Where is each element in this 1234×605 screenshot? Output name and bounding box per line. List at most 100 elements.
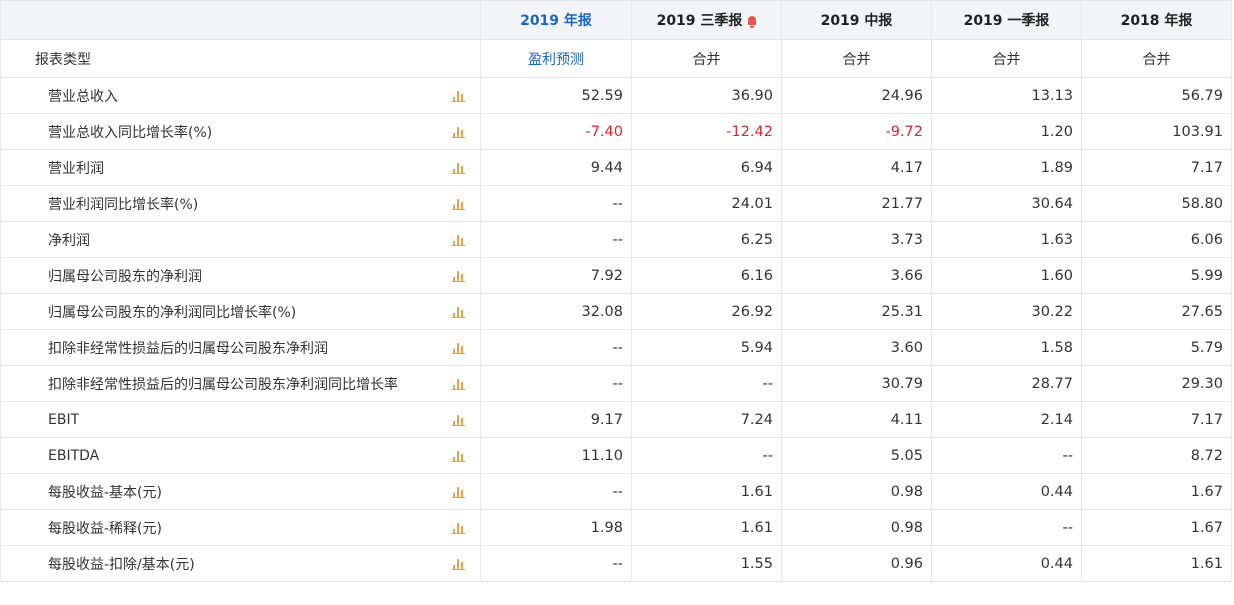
value-cell: 7.92 [480, 257, 632, 294]
value-cell: 1.61 [631, 509, 782, 546]
metric-label-cell: EBITDA [0, 437, 481, 474]
table-row: 归属母公司股东的净利润 7.92 6.16 3.66 1.60 5.99 [0, 257, 1232, 294]
value-cell: 24.96 [781, 77, 932, 114]
value-cell: -- [631, 365, 782, 402]
bar-chart-icon[interactable] [452, 198, 466, 210]
value-cell: -- [480, 365, 632, 402]
value-cell: 6.06 [1081, 221, 1232, 258]
value-cell: 3.60 [781, 329, 932, 366]
value-cell: 58.80 [1081, 185, 1232, 222]
value-cell: -- [480, 221, 632, 258]
table-row: 净利润 -- 6.25 3.73 1.63 6.06 [0, 221, 1232, 258]
metric-label-cell: 营业总收入同比增长率(%) [0, 113, 481, 150]
value-cell: 1.60 [931, 257, 1082, 294]
value-cell: 3.66 [781, 257, 932, 294]
bar-chart-icon[interactable] [452, 270, 466, 282]
metric-label-cell: 每股收益-基本(元) [0, 473, 481, 510]
value-cell: -7.40 [480, 113, 632, 150]
table-row: 归属母公司股东的净利润同比增长率(%) 32.08 26.92 25.31 30.22 2… [0, 293, 1232, 330]
bar-chart-icon[interactable] [452, 450, 466, 462]
report-type-value: 合并 [781, 39, 932, 78]
value-cell: 28.77 [931, 365, 1082, 402]
value-cell: 1.89 [931, 149, 1082, 186]
period-label: 2019 一季报 [963, 13, 1050, 29]
table-row: 每股收益-扣除/基本(元) -- 1.55 0.96 0.44 1.61 [0, 545, 1232, 582]
metric-label-cell: 每股收益-扣除/基本(元) [0, 545, 481, 582]
value-cell: 1.20 [931, 113, 1082, 150]
header-corner [0, 0, 481, 40]
metric-label-cell: 扣除非经常性损益后的归属母公司股东净利润 [0, 329, 481, 366]
metric-label-cell: 归属母公司股东的净利润同比增长率(%) [0, 293, 481, 330]
value-cell: 25.31 [781, 293, 932, 330]
header-row: 2019 年报 2019 三季报 2019 中报 2019 一季报 2018 年… [0, 0, 1232, 40]
metric-label: EBITDA [48, 447, 100, 464]
table-row: 营业总收入 52.59 36.90 24.96 13.13 56.79 [0, 77, 1232, 114]
metric-label: 营业总收入 [48, 88, 118, 105]
bar-chart-icon[interactable] [452, 558, 466, 570]
metric-label: 净利润 [48, 232, 90, 249]
value-cell: 30.64 [931, 185, 1082, 222]
value-cell: -- [480, 545, 632, 582]
value-cell: 29.30 [1081, 365, 1232, 402]
value-cell: 6.94 [631, 149, 782, 186]
value-cell: 0.44 [931, 473, 1082, 510]
value-cell: 56.79 [1081, 77, 1232, 114]
metric-label: EBIT [48, 411, 80, 428]
value-cell: -12.42 [631, 113, 782, 150]
report-type-value: 合并 [1081, 39, 1232, 78]
bar-chart-icon[interactable] [452, 378, 466, 390]
value-cell: 30.79 [781, 365, 932, 402]
period-header-2018-annual[interactable]: 2018 年报 [1081, 0, 1232, 40]
bar-chart-icon[interactable] [452, 234, 466, 246]
table-row: 营业利润同比增长率(%) -- 24.01 21.77 30.64 58.80 [0, 185, 1232, 222]
metric-label-cell: 归属母公司股东的净利润 [0, 257, 481, 294]
value-cell: 1.63 [931, 221, 1082, 258]
value-cell: 5.05 [781, 437, 932, 474]
period-header-2019-q3[interactable]: 2019 三季报 [631, 0, 782, 40]
value-cell: -- [631, 437, 782, 474]
value-cell: 5.79 [1081, 329, 1232, 366]
bar-chart-icon[interactable] [452, 126, 466, 138]
table-row: 营业总收入同比增长率(%) -7.40 -12.42 -9.72 1.20 103.91 [0, 113, 1232, 150]
bar-chart-icon[interactable] [452, 342, 466, 354]
metric-label: 营业总收入同比增长率(%) [48, 124, 213, 141]
value-cell: 5.99 [1081, 257, 1232, 294]
value-cell: 0.98 [781, 473, 932, 510]
value-cell: 1.67 [1081, 473, 1232, 510]
value-cell: 1.98 [480, 509, 632, 546]
bar-chart-icon[interactable] [452, 414, 466, 426]
report-type-value: 合并 [631, 39, 782, 78]
metric-label: 扣除非经常性损益后的归属母公司股东净利润同比增长率 [48, 376, 398, 393]
table-row: 扣除非经常性损益后的归属母公司股东净利润 -- 5.94 3.60 1.58 5.79 [0, 329, 1232, 366]
bar-chart-icon[interactable] [452, 90, 466, 102]
value-cell: -- [931, 437, 1082, 474]
report-type-value: 合并 [931, 39, 1082, 78]
value-cell: 1.58 [931, 329, 1082, 366]
value-cell: -- [931, 509, 1082, 546]
value-cell: 27.65 [1081, 293, 1232, 330]
value-cell: 30.22 [931, 293, 1082, 330]
period-header-2019-interim[interactable]: 2019 中报 [781, 0, 932, 40]
metric-label-cell: 净利润 [0, 221, 481, 258]
metric-label: 每股收益-扣除/基本(元) [48, 556, 195, 573]
report-type-forecast-link[interactable]: 盈利预测 [480, 39, 632, 78]
period-header-2019-annual[interactable]: 2019 年报 [480, 0, 632, 40]
bell-icon [748, 16, 757, 28]
value-cell: 9.44 [480, 149, 632, 186]
bar-chart-icon[interactable] [452, 486, 466, 498]
value-cell: 9.17 [480, 401, 632, 438]
value-cell: 7.24 [631, 401, 782, 438]
report-type-row: 报表类型 盈利预测 合并 合并 合并 合并 [0, 39, 1232, 78]
metric-label-cell: 每股收益-稀释(元) [0, 509, 481, 546]
bar-chart-icon[interactable] [452, 522, 466, 534]
period-header-2019-q1[interactable]: 2019 一季报 [931, 0, 1082, 40]
bar-chart-icon[interactable] [452, 162, 466, 174]
table-row: 每股收益-稀释(元) 1.98 1.61 0.98 -- 1.67 [0, 509, 1232, 546]
value-cell: 21.77 [781, 185, 932, 222]
period-label: 2018 年报 [1120, 13, 1193, 29]
value-cell: 1.61 [1081, 545, 1232, 582]
value-cell: 7.17 [1081, 149, 1232, 186]
value-cell: 0.44 [931, 545, 1082, 582]
table-row: 每股收益-基本(元) -- 1.61 0.98 0.44 1.67 [0, 473, 1232, 510]
bar-chart-icon[interactable] [452, 306, 466, 318]
